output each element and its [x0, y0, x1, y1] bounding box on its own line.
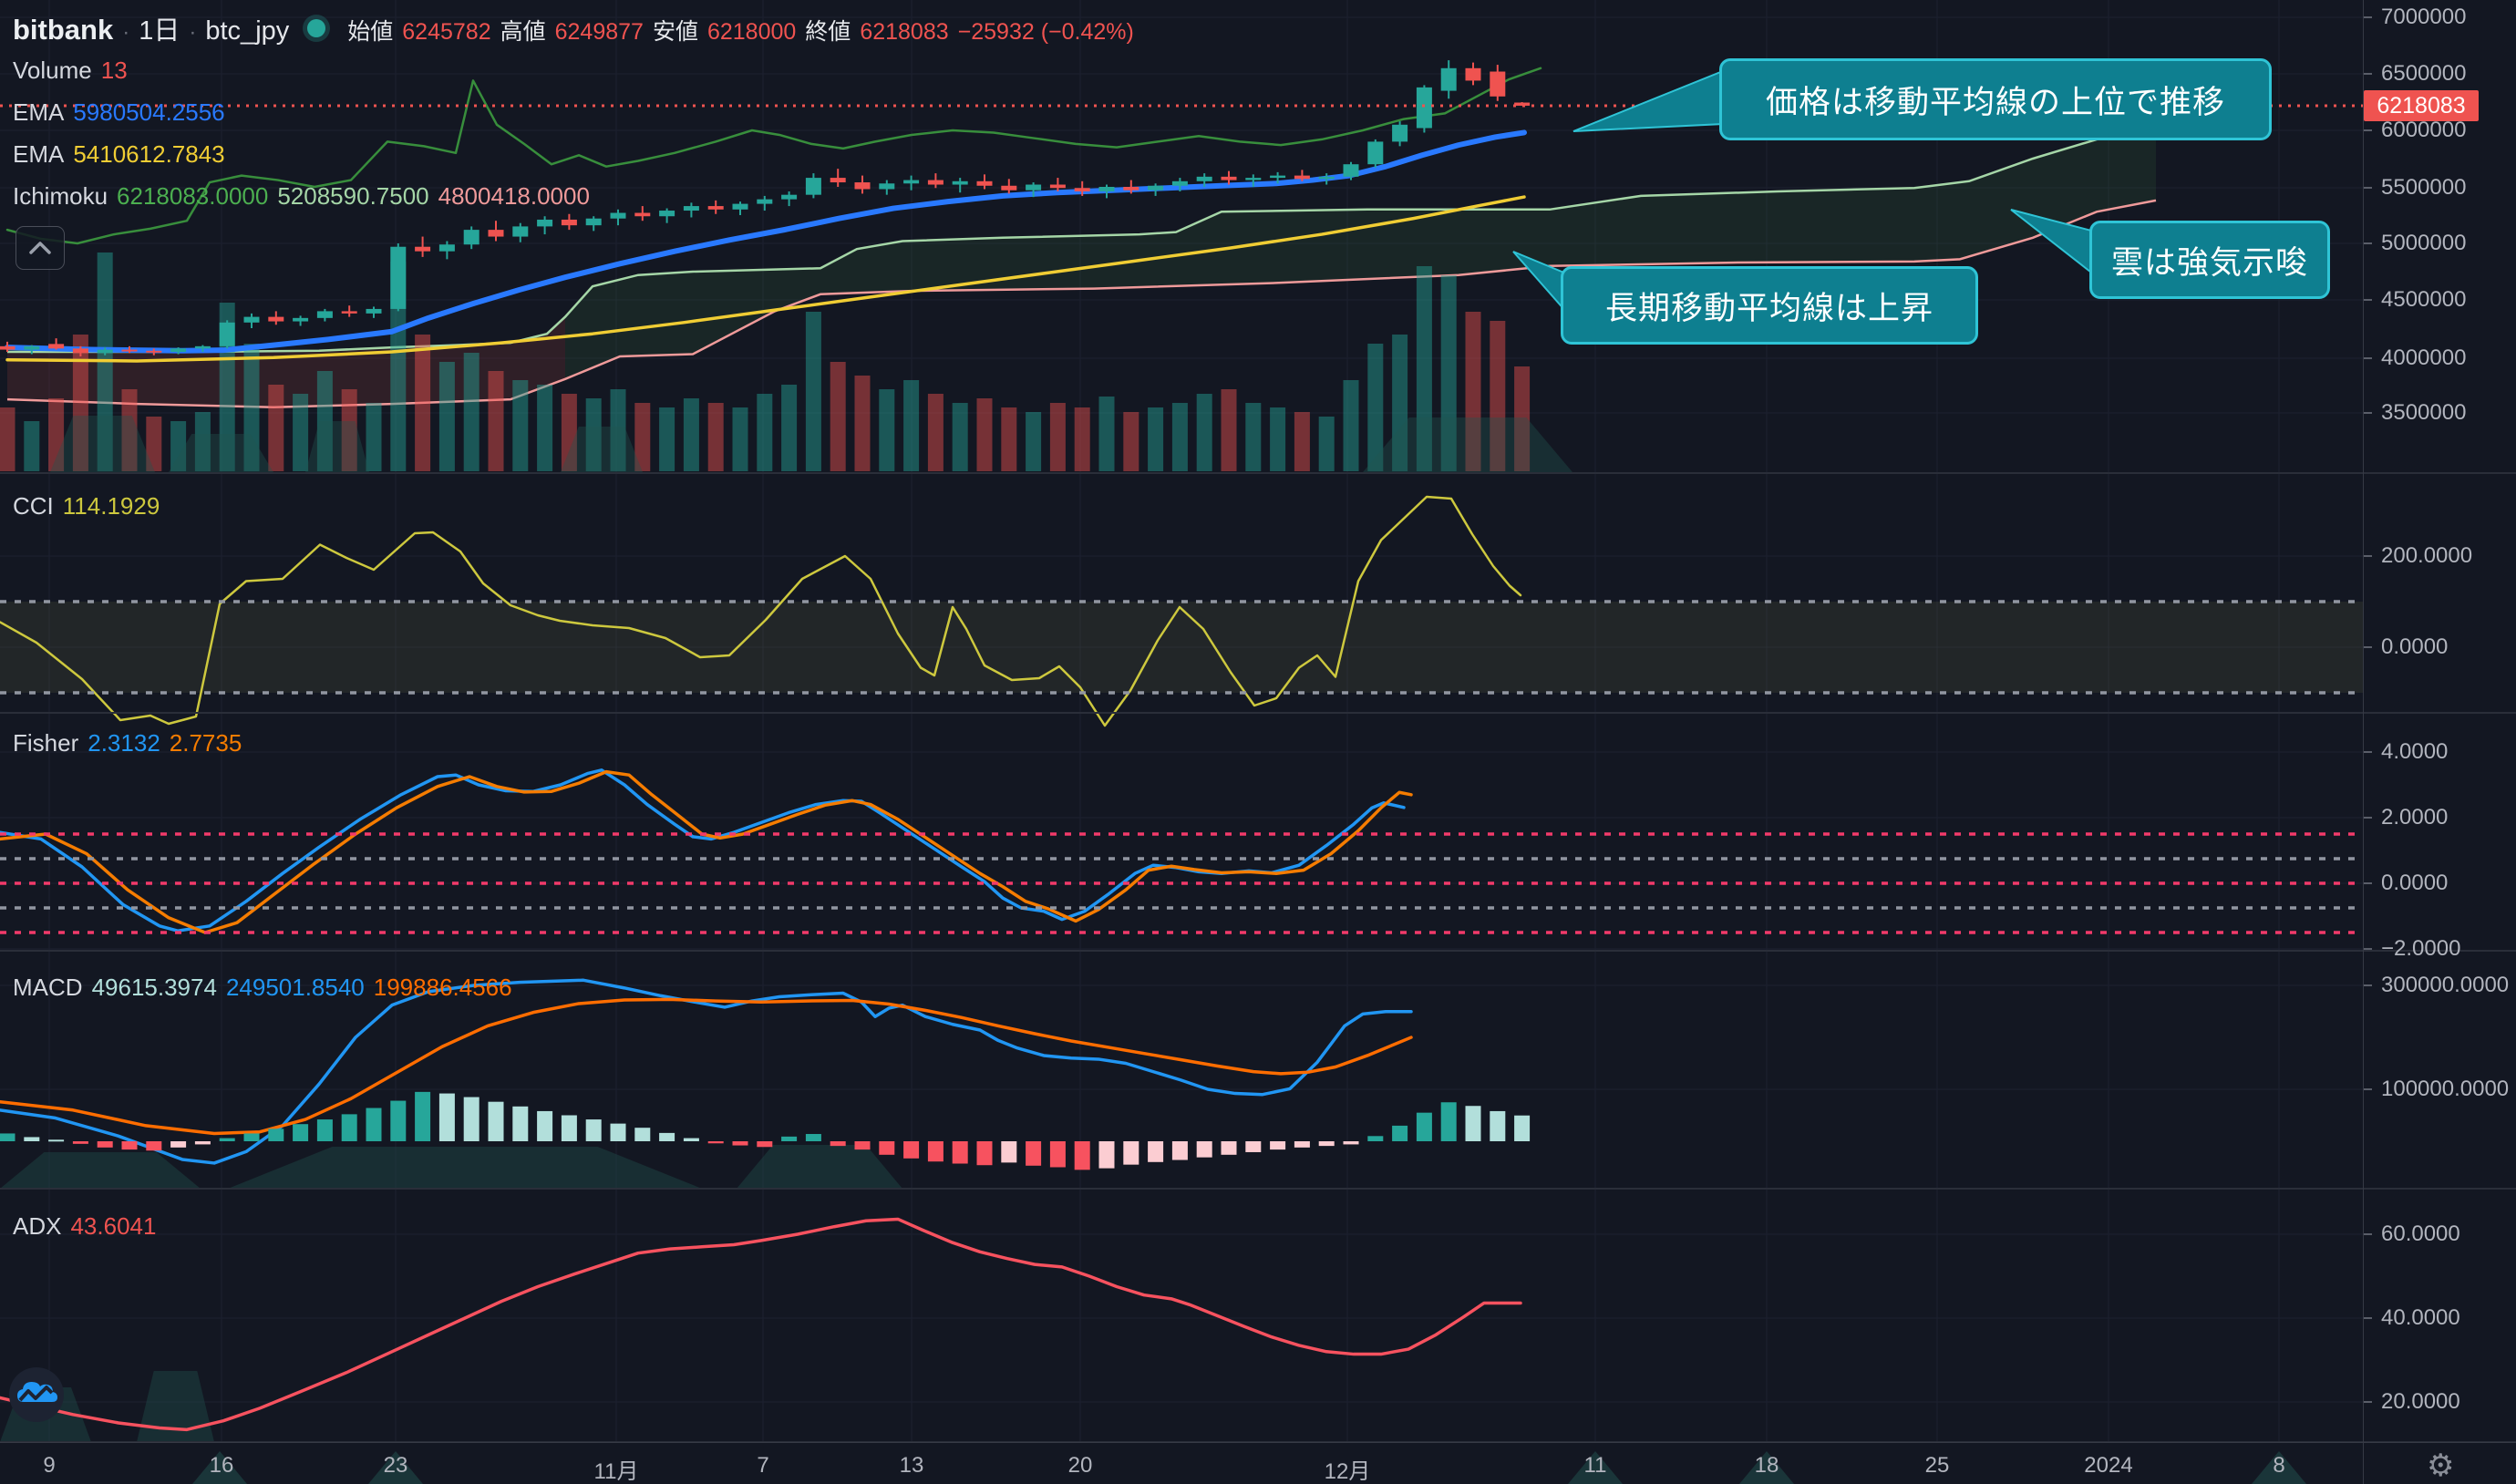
- ema-slow-label: EMA: [13, 140, 65, 168]
- time-tick-label: 23: [383, 1453, 408, 1478]
- cci-label: CCI: [13, 492, 54, 520]
- legend-cci[interactable]: CCI 114.1929: [13, 492, 160, 520]
- adx-value: 43.6041: [70, 1212, 157, 1240]
- exchange-name[interactable]: bitbank: [13, 14, 114, 46]
- time-tick-label: 16: [209, 1453, 234, 1478]
- ichimoku-label: Ichimoku: [13, 182, 108, 210]
- time-tick-label: 11: [1583, 1453, 1607, 1478]
- legend-fisher[interactable]: Fisher 2.3132 2.7735: [13, 729, 242, 757]
- ichimoku-value-2: 5208590.7500: [277, 182, 429, 210]
- last-price-badge: 6218083: [2364, 90, 2479, 121]
- macd-signal: [0, 997, 1413, 1136]
- price-axis-border: [2363, 0, 2364, 1484]
- callout-price-above-ma: 価格は移動平均線の上位で推移: [1719, 58, 2272, 140]
- ichimoku-value-1: 6218083.0000: [117, 182, 269, 210]
- low-value: 6218000: [706, 19, 797, 45]
- fisher-line: [0, 768, 1406, 933]
- legend-ema-slow[interactable]: EMA 5410612.7843: [13, 140, 225, 169]
- price-tick-label: 6000000: [2381, 118, 2467, 142]
- adx-tick-label: 20.0000: [2381, 1389, 2460, 1414]
- price-tick-label: 5000000: [2381, 231, 2467, 255]
- ema-slow: [5, 195, 1526, 363]
- high-label: 高値: [500, 19, 546, 45]
- time-tick-label: 9: [43, 1453, 56, 1478]
- cloud-chart-icon: [9, 1367, 64, 1422]
- symbol-name[interactable]: btc_jpy: [205, 16, 290, 46]
- interval-label[interactable]: 1日: [139, 16, 180, 46]
- macd-value-2: 249501.8540: [225, 974, 365, 1001]
- cci-tick-label: 200.0000: [2381, 543, 2473, 568]
- time-tick-label: 8: [2273, 1453, 2285, 1478]
- callout-cloud-bullish: 雲は強気示唆: [2089, 221, 2330, 299]
- fisher-tick-label: 2.0000: [2381, 805, 2449, 830]
- fisher-label: Fisher: [13, 729, 79, 757]
- ema-fast-value: 5980504.2556: [73, 98, 225, 126]
- tradingview-logo[interactable]: [7, 1365, 66, 1424]
- price-tick-label: 6500000: [2381, 61, 2467, 86]
- legend-macd[interactable]: MACD 49615.3974 249501.8540 199886.4566: [13, 974, 512, 1002]
- adx-label: ADX: [13, 1212, 62, 1240]
- price-tick-label: 4500000: [2381, 287, 2467, 312]
- high-value: 6249877: [554, 19, 644, 45]
- ichimoku-value-3: 4800418.0000: [438, 182, 590, 210]
- macd-tick-label: 300000.0000: [2381, 973, 2510, 997]
- low-label: 安値: [652, 19, 698, 45]
- time-tick-label: 7: [757, 1453, 769, 1478]
- ema-slow-value: 5410612.7843: [73, 140, 225, 168]
- fisher-value-1: 2.3132: [88, 729, 160, 757]
- time-tick-label: 20: [1067, 1453, 1093, 1478]
- lagging-span: [5, 67, 1542, 245]
- legend-ichimoku[interactable]: Ichimoku 6218083.0000 5208590.7500 48004…: [13, 182, 590, 211]
- collapse-legend-button[interactable]: [15, 226, 65, 270]
- adx-tick-label: 60.0000: [2381, 1221, 2460, 1246]
- timezone-settings-gear-icon[interactable]: ⚙: [2427, 1448, 2455, 1483]
- separator-dot: ·: [189, 20, 197, 45]
- ema-fast-label: EMA: [13, 98, 65, 126]
- time-tick-label: 13: [899, 1453, 924, 1478]
- cci-line: [0, 495, 1522, 727]
- fisher-value-2: 2.7735: [169, 729, 242, 757]
- time-tick-label: 12月: [1324, 1459, 1371, 1484]
- fisher-tick-label: 0.0000: [2381, 871, 2449, 895]
- volume-value: 13: [100, 57, 128, 84]
- time-tick-label: 11月: [593, 1459, 639, 1484]
- macd-value-1: 49615.3974: [91, 974, 217, 1001]
- price-tick-label: 7000000: [2381, 5, 2467, 29]
- adx-tick-label: 40.0000: [2381, 1305, 2460, 1330]
- time-axis-border: [0, 1442, 2516, 1443]
- close-label: 終値: [805, 19, 851, 45]
- cci-tick-label: 0.0000: [2381, 634, 2449, 659]
- callout-longterm-ma-rising: 長期移動平均線は上昇: [1561, 266, 1978, 345]
- time-tick-label: 2024: [2084, 1453, 2133, 1478]
- price-tick-label: 5500000: [2381, 175, 2467, 200]
- macd-label: MACD: [13, 974, 83, 1001]
- callout-tail: [1572, 69, 1724, 132]
- separator-dot: ·: [122, 20, 130, 45]
- chevron-up-icon: [29, 242, 51, 254]
- macd-tick-label: 100000.0000: [2381, 1077, 2510, 1101]
- fisher-trigger: [0, 769, 1413, 934]
- macd-line: [0, 978, 1413, 1165]
- market-status-icon: [307, 19, 326, 37]
- cci-value: 114.1929: [62, 492, 160, 520]
- price-tick-label: 3500000: [2381, 400, 2467, 425]
- adx-line: [0, 1217, 1522, 1432]
- legend-volume[interactable]: Volume 13: [13, 57, 128, 85]
- open-value: 6245782: [402, 19, 491, 45]
- close-value: 6218083: [860, 19, 949, 45]
- macd-value-3: 199886.4566: [373, 974, 512, 1001]
- time-tick-label: 25: [1924, 1453, 1950, 1478]
- open-label: 始値: [347, 19, 394, 45]
- change-value: −25932 (−0.42%): [957, 19, 1134, 45]
- volume-label: Volume: [13, 57, 92, 84]
- legend-ema-fast[interactable]: EMA 5980504.2556: [13, 98, 225, 127]
- fisher-tick-label: 4.0000: [2381, 739, 2449, 764]
- symbol-header[interactable]: bitbank · 1日 · btc_jpy 始値 6245782 高値 624…: [13, 9, 1134, 47]
- fisher-tick-label: −2.0000: [2381, 936, 2461, 961]
- price-tick-label: 4000000: [2381, 345, 2467, 370]
- legend-adx[interactable]: ADX 43.6041: [13, 1212, 156, 1241]
- time-tick-label: 18: [1754, 1453, 1779, 1478]
